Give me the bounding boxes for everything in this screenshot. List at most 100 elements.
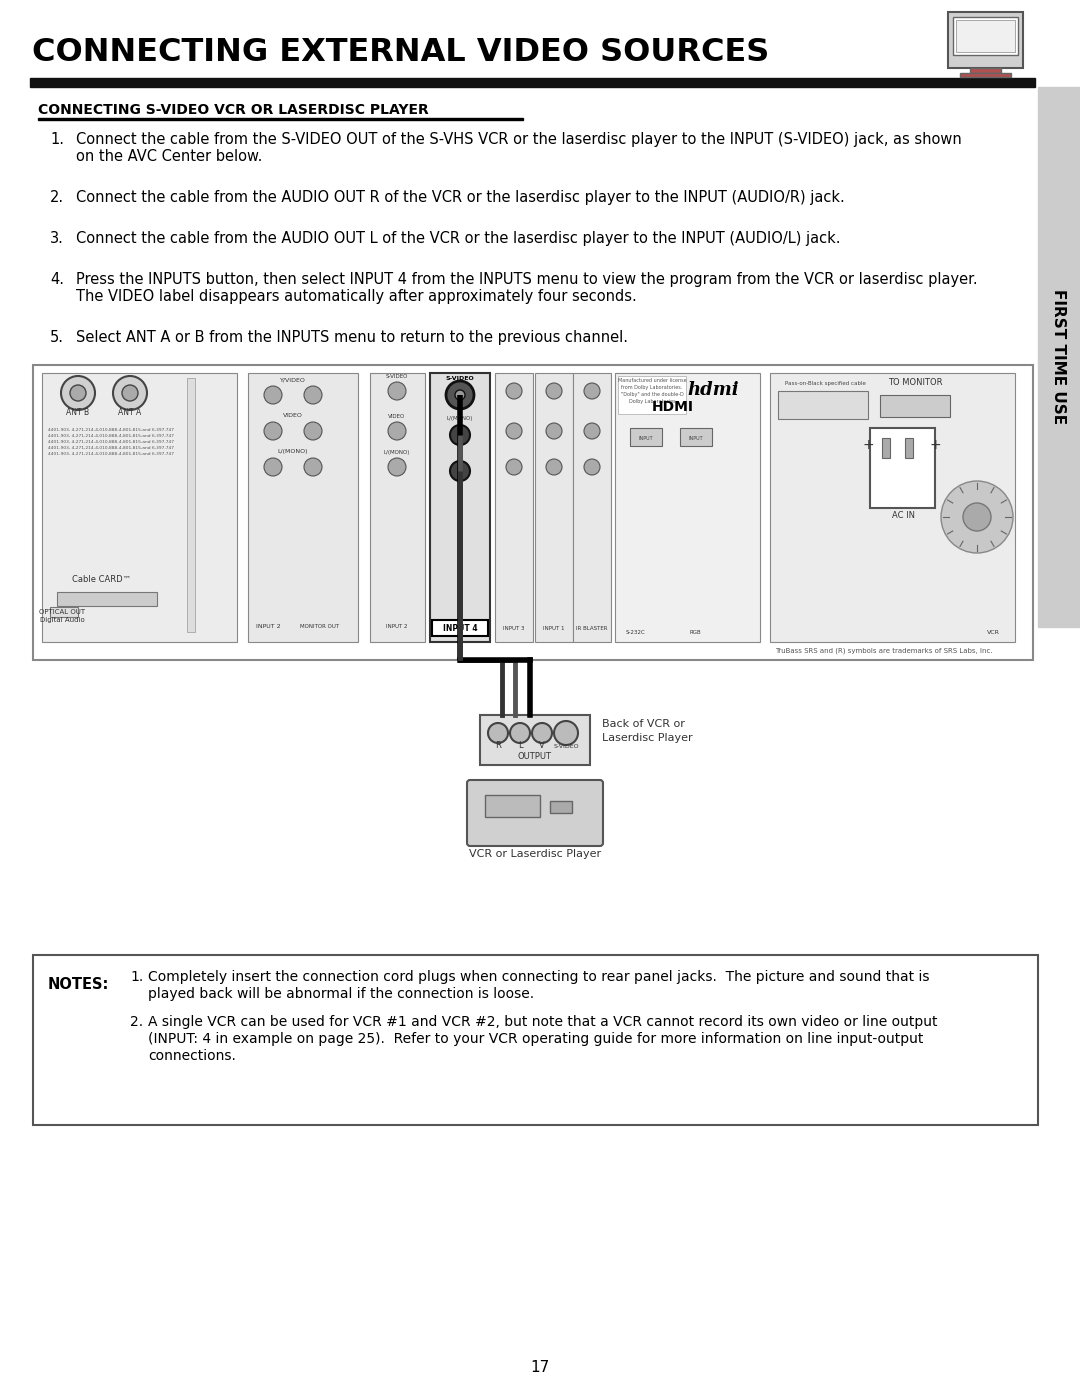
Bar <box>480 715 590 766</box>
Bar <box>495 373 534 643</box>
Circle shape <box>388 381 406 400</box>
Bar <box>485 795 540 817</box>
Text: 4.: 4. <box>50 272 64 286</box>
Text: INPUT 4: INPUT 4 <box>443 624 477 633</box>
Text: on the AVC Center below.: on the AVC Center below. <box>76 149 262 163</box>
Text: OPTICAL OUT: OPTICAL OUT <box>39 609 85 615</box>
Text: 1.: 1. <box>130 970 144 983</box>
Bar <box>630 427 662 446</box>
Text: A single VCR can be used for VCR #1 and VCR #2, but note that a VCR cannot recor: A single VCR can be used for VCR #1 and … <box>148 1016 937 1030</box>
Text: 17: 17 <box>530 1361 550 1375</box>
Bar <box>38 117 523 120</box>
Circle shape <box>532 724 552 743</box>
Text: 4401-903, 4,271,214-4,010,888-4,801,815,and 6,397,747: 4401-903, 4,271,214-4,010,888-4,801,815,… <box>48 434 174 439</box>
Bar <box>770 373 1015 643</box>
Text: HDMI: HDMI <box>652 400 694 414</box>
Bar <box>248 373 357 643</box>
Text: Dolby Laboratories: Dolby Laboratories <box>629 400 675 404</box>
Text: V: V <box>539 740 545 750</box>
Bar <box>680 427 712 446</box>
Text: +: + <box>862 439 874 453</box>
Text: VIDEO: VIDEO <box>389 414 406 419</box>
Text: IR BLASTER: IR BLASTER <box>577 626 608 631</box>
Bar <box>905 439 913 458</box>
Bar <box>432 620 488 636</box>
Text: AC IN: AC IN <box>891 511 915 520</box>
Text: INPUT 1: INPUT 1 <box>543 626 565 631</box>
Circle shape <box>60 376 95 409</box>
Text: 4401-903, 4,271,214-4,010,888-4,801,815,and 6,397,747: 4401-903, 4,271,214-4,010,888-4,801,815,… <box>48 440 174 444</box>
Text: Completely insert the connection cord plugs when connecting to rear panel jacks.: Completely insert the connection cord pl… <box>148 970 930 983</box>
Circle shape <box>450 425 470 446</box>
Text: 4401-903, 4,271,214-4,010,888-4,801,815,and 6,397,747: 4401-903, 4,271,214-4,010,888-4,801,815,… <box>48 453 174 455</box>
Circle shape <box>122 386 138 401</box>
Text: 3.: 3. <box>50 231 64 246</box>
Circle shape <box>584 460 600 475</box>
Circle shape <box>546 460 562 475</box>
Circle shape <box>264 422 282 440</box>
Text: TO MONITOR: TO MONITOR <box>888 379 942 387</box>
Text: Connect the cable from the S-VIDEO OUT of the S-VHS VCR or the laserdisc player : Connect the cable from the S-VIDEO OUT o… <box>76 131 962 147</box>
Bar <box>953 17 1018 54</box>
Circle shape <box>546 383 562 400</box>
Text: INPUT 2: INPUT 2 <box>256 624 281 629</box>
Bar <box>50 608 78 617</box>
Text: S-VIDEO: S-VIDEO <box>553 745 579 749</box>
Text: ANT B: ANT B <box>67 408 90 416</box>
Circle shape <box>450 461 470 481</box>
Text: from Dolby Laboratories.: from Dolby Laboratories. <box>621 386 683 390</box>
Bar <box>615 373 760 643</box>
Circle shape <box>113 376 147 409</box>
Text: 5.: 5. <box>50 330 64 345</box>
Bar <box>1038 87 1080 627</box>
Bar <box>33 365 1032 659</box>
Text: +: + <box>929 439 941 453</box>
Text: Back of VCR or: Back of VCR or <box>602 719 685 729</box>
Text: INPUT: INPUT <box>689 436 703 441</box>
Bar <box>430 373 490 643</box>
Text: VCR: VCR <box>987 630 1000 636</box>
Text: 2.: 2. <box>50 190 64 205</box>
Text: Manufactured under license: Manufactured under license <box>618 379 686 383</box>
Text: Y/VIDEO: Y/VIDEO <box>280 377 306 381</box>
Circle shape <box>507 383 522 400</box>
Circle shape <box>507 423 522 439</box>
Bar <box>33 956 1038 1125</box>
Text: OUTPUT: OUTPUT <box>518 752 552 761</box>
Text: 4401-903, 4,271,214-4,010,888-4,801,815,and 6,397,747: 4401-903, 4,271,214-4,010,888-4,801,815,… <box>48 427 174 432</box>
Text: INPUT 3: INPUT 3 <box>503 626 525 631</box>
Text: Press the INPUTS button, then select INPUT 4 from the INPUTS menu to view the pr: Press the INPUTS button, then select INP… <box>76 272 977 286</box>
Circle shape <box>941 481 1013 553</box>
Text: NOTES:: NOTES: <box>48 977 109 992</box>
Circle shape <box>584 423 600 439</box>
Text: Cable CARD™: Cable CARD™ <box>72 576 132 584</box>
Text: 4401-903, 4,271,214-4,010,888-4,801,815,and 6,397,747: 4401-903, 4,271,214-4,010,888-4,801,815,… <box>48 446 174 450</box>
Bar <box>57 592 157 606</box>
Circle shape <box>554 721 578 745</box>
Bar <box>956 20 1015 52</box>
Text: L/(MONO): L/(MONO) <box>278 448 308 454</box>
Text: MONITOR OUT: MONITOR OUT <box>300 624 339 629</box>
Circle shape <box>264 458 282 476</box>
Circle shape <box>507 460 522 475</box>
Bar <box>535 373 573 643</box>
Circle shape <box>303 422 322 440</box>
Bar <box>880 395 950 416</box>
Circle shape <box>388 422 406 440</box>
Text: R: R <box>495 740 501 750</box>
Circle shape <box>455 390 465 400</box>
Text: played back will be abnormal if the connection is loose.: played back will be abnormal if the conn… <box>148 988 535 1002</box>
Bar <box>618 376 686 414</box>
Text: L/(MONO): L/(MONO) <box>447 416 473 420</box>
Bar <box>970 68 1001 73</box>
Text: Laserdisc Player: Laserdisc Player <box>602 733 692 743</box>
Circle shape <box>264 386 282 404</box>
Text: L: L <box>517 740 523 750</box>
Bar <box>948 13 1023 68</box>
Circle shape <box>70 386 86 401</box>
Circle shape <box>488 724 508 743</box>
Bar <box>42 373 237 643</box>
Circle shape <box>446 381 474 409</box>
Bar <box>870 427 935 509</box>
Bar <box>30 78 1035 87</box>
